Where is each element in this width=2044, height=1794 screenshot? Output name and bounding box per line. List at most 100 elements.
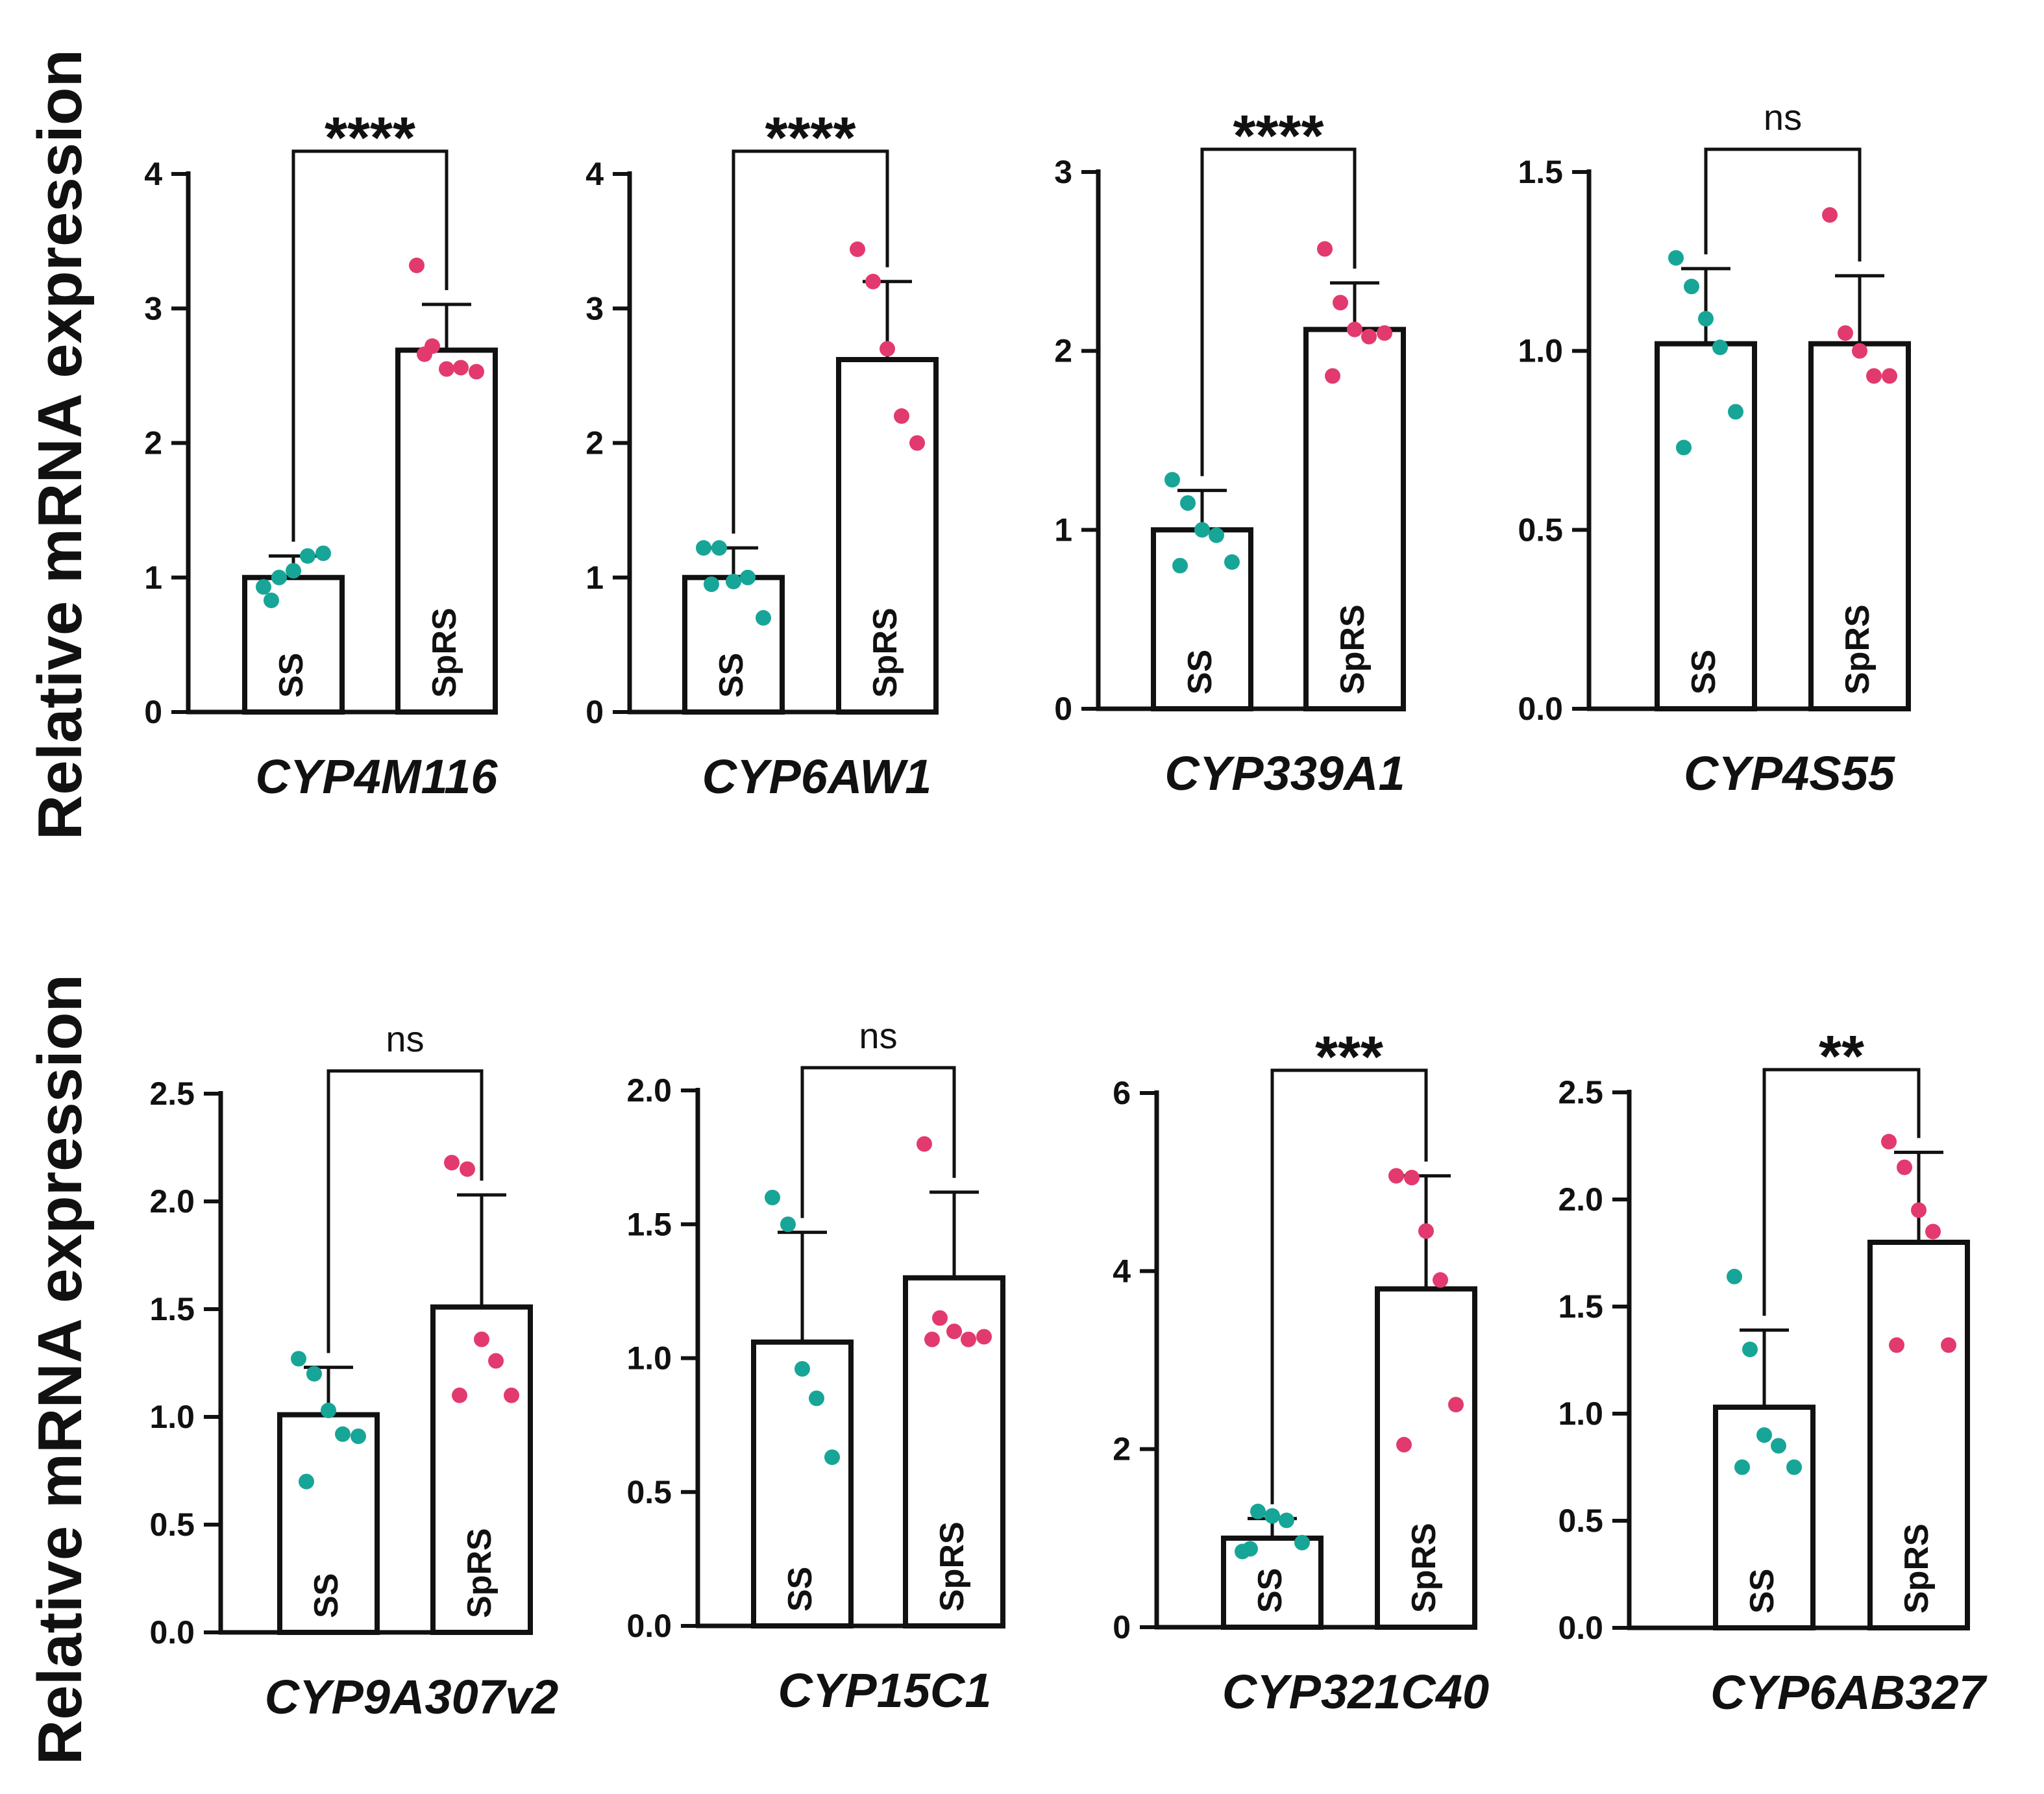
data-point-SpRS <box>1882 368 1897 384</box>
significance-bracket <box>1762 1068 1921 1316</box>
data-point-SS <box>1172 558 1188 574</box>
data-point-SS <box>1734 1459 1750 1475</box>
significance-label: ns <box>859 1015 897 1056</box>
data-point-SS <box>1224 554 1240 570</box>
data-point-SS <box>780 1216 796 1233</box>
y-tick-label: 0.0 <box>1518 691 1563 727</box>
bar-label-SpRS: SpRS <box>1405 1523 1443 1613</box>
data-point-SS <box>1728 404 1743 420</box>
data-point-SS <box>1756 1427 1772 1443</box>
bar-label-SS: SS <box>1743 1569 1781 1614</box>
data-point-SpRS <box>1404 1170 1420 1186</box>
y-tick-label: 0 <box>585 694 604 730</box>
data-point-SpRS <box>976 1329 992 1345</box>
data-point-SpRS <box>1852 343 1867 359</box>
y-tick-label: 0.0 <box>626 1608 672 1644</box>
significance-bracket <box>1270 1068 1428 1505</box>
data-point-SpRS <box>880 341 895 357</box>
y-tick-label: 2.0 <box>1558 1181 1603 1218</box>
data-point-SS <box>1294 1534 1310 1551</box>
data-point-SS <box>726 573 741 589</box>
data-point-SS <box>1742 1342 1758 1357</box>
data-point-SpRS <box>1333 295 1348 311</box>
data-point-SpRS <box>1925 1223 1941 1240</box>
data-point-SpRS <box>452 1387 467 1403</box>
bar-SS <box>1713 1405 1816 1631</box>
bar-label-SS: SS <box>713 653 750 698</box>
y-tick-label: 1.0 <box>1558 1395 1603 1432</box>
y-tick-label: 0 <box>144 694 162 730</box>
chart-panel-CYP15C1: 0.0 0.5 1.0 1.5 2.0 SS SpRS ns CYP15C1 <box>626 1015 1005 1717</box>
y-tick-label: 2.0 <box>626 1072 672 1109</box>
y-tick-label: 1.5 <box>1518 154 1563 190</box>
y-tick-label: 4 <box>585 156 604 192</box>
data-point-SpRS <box>1897 1159 1912 1175</box>
bar-label-SpRS: SpRS <box>426 608 463 698</box>
y-tick-label: 1.0 <box>626 1340 672 1377</box>
bar-label-SpRS: SpRS <box>461 1528 499 1618</box>
y-tick-label: 1.5 <box>626 1206 672 1242</box>
significance-label: ns <box>1764 97 1802 138</box>
data-point-SpRS <box>1347 321 1362 338</box>
y-tick-label: 2.0 <box>149 1183 195 1220</box>
data-point-SS <box>824 1449 840 1466</box>
significance-bracket <box>326 1069 484 1353</box>
data-point-SS <box>809 1390 824 1407</box>
data-point-SS <box>1242 1541 1258 1557</box>
y-tick-label: 0 <box>1113 1609 1131 1645</box>
data-point-SpRS <box>409 257 425 273</box>
significance-label: ** <box>1819 1024 1864 1089</box>
chart-panel-CYP339A1: 0 1 2 3 SS SpRS **** CYP339A1 <box>1054 104 1406 800</box>
data-point-SpRS <box>1889 1337 1904 1353</box>
y-tick-label: 1 <box>1054 511 1072 548</box>
chart-panel-CYP6AW1: 0 1 2 3 4 SS SpRS **** CYP6AW1 <box>585 106 939 804</box>
gene-name: CYP6AB327 <box>1710 1665 1988 1719</box>
data-point-SS <box>1194 522 1210 538</box>
data-point-SpRS <box>850 241 865 258</box>
data-point-SS <box>1209 527 1224 543</box>
data-point-SS <box>1727 1268 1742 1284</box>
bar-label-SpRS: SpRS <box>1334 604 1372 694</box>
gene-name: CYP9A307v2 <box>265 1670 559 1724</box>
data-point-SpRS <box>1317 241 1333 257</box>
y-tick-label: 2 <box>585 425 604 461</box>
data-point-SpRS <box>474 1331 489 1347</box>
y-tick-label: 0.0 <box>1558 1610 1603 1646</box>
data-point-SS <box>794 1361 810 1377</box>
y-tick-label: 0.5 <box>1558 1503 1603 1539</box>
gene-name: CYP4M116 <box>256 750 499 804</box>
significance-bracket <box>1704 147 1862 262</box>
y-tick-label: 3 <box>1054 154 1072 190</box>
data-point-SpRS <box>1838 325 1853 341</box>
chart-panel-CYP6AB327: 0.0 0.5 1.0 1.5 2.0 2.5 SS SpRS ** CYP6AB327 <box>1558 1024 1988 1719</box>
y-tick-label: 2.5 <box>1558 1074 1603 1111</box>
gene-name: CYP15C1 <box>778 1664 991 1717</box>
data-point-SS <box>351 1428 366 1444</box>
y-tick-label: 6 <box>1113 1075 1131 1111</box>
data-point-SS <box>315 545 331 561</box>
y-tick-label: 4 <box>144 156 162 192</box>
bar-label-SS: SS <box>273 653 310 698</box>
gene-name: CYP339A1 <box>1164 746 1405 800</box>
data-point-SpRS <box>1388 1168 1404 1184</box>
data-point-SpRS <box>417 346 432 362</box>
bar-SpRS <box>836 357 939 715</box>
data-point-SS <box>1684 278 1699 295</box>
y-tick-label: 2 <box>1054 333 1072 369</box>
y-tick-label: 0 <box>1054 691 1072 727</box>
data-point-SpRS <box>961 1331 976 1347</box>
data-point-SpRS <box>1377 325 1392 341</box>
bar-SS <box>751 1339 854 1628</box>
bar-label-SS: SS <box>308 1573 345 1618</box>
bar-label-SpRS: SpRS <box>933 1521 971 1612</box>
bar-label-SS: SS <box>1181 650 1219 694</box>
data-point-SS <box>1279 1512 1294 1529</box>
data-point-SpRS <box>469 363 484 380</box>
gene-name: CYP321C40 <box>1222 1665 1489 1719</box>
data-point-SS <box>765 1190 780 1205</box>
y-tick-label: 0.5 <box>149 1506 195 1543</box>
data-point-SpRS <box>1325 368 1340 384</box>
data-point-SS <box>1786 1459 1802 1475</box>
bar-label-SS: SS <box>1251 1568 1289 1613</box>
